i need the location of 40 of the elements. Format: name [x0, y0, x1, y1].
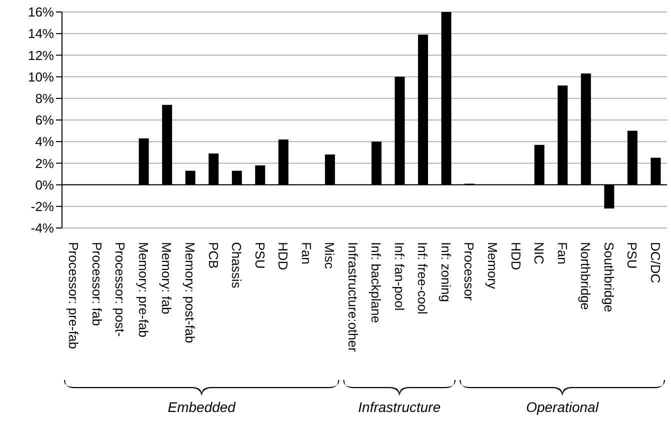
x-tick-label: Chassis: [229, 242, 244, 289]
x-tick-label: Fan: [298, 242, 314, 264]
y-tick-label: 6%: [35, 112, 54, 128]
x-tick-label: HDD: [508, 242, 524, 270]
text: Infrastructure: [358, 399, 441, 415]
x-tick-label: Memory: post-fab: [182, 242, 198, 344]
x-tick-label: Memory: [484, 242, 500, 290]
x-tick-label: Northbridge: [578, 242, 594, 310]
x-tick-label: NIC: [532, 242, 547, 264]
text: Embedded: [168, 399, 237, 415]
y-tick-label: 0%: [35, 177, 54, 192]
x-tick-label: Misc: [322, 242, 338, 270]
x-tick-label: Southbridge: [601, 242, 616, 312]
y-tick-label: 2%: [35, 156, 54, 171]
y-tick-label: -4%: [30, 220, 54, 236]
x-tick-label: Infrastructure:other: [345, 242, 360, 352]
x-tick-label: Processor: pre-fab: [66, 242, 82, 349]
y-tick-label: 10%: [28, 69, 54, 84]
x-tick-label: PSU: [624, 242, 640, 269]
x-tick-label: Fan: [554, 242, 570, 264]
x-tick-label: Inf: free-cool: [415, 242, 430, 314]
x-tick-label: Inf: fan-pool: [392, 242, 407, 311]
y-tick-label: 12%: [28, 48, 54, 63]
y-tick-label: -2%: [30, 199, 54, 214]
x-tick-label: Processor: fab: [89, 242, 104, 326]
y-tick-label: 8%: [35, 91, 54, 106]
y-tick-label: 4%: [35, 134, 54, 150]
x-tick-label: Memory: fab: [159, 242, 174, 314]
x-tick-label: PSU: [252, 242, 268, 269]
x-tick-label: HDD: [276, 242, 291, 270]
x-tick-label: Inf: zoning: [438, 242, 454, 302]
x-tick-label: Processor: [462, 242, 477, 302]
y-tick-label: 16%: [28, 4, 54, 20]
y-tick-label: 14%: [28, 26, 54, 42]
x-tick-label: Inf: backplane: [368, 242, 384, 323]
x-tick-label: Processor: post-: [112, 242, 128, 337]
x-tick-label: PCB: [206, 242, 221, 269]
x-tick-label: DC/DC: [648, 242, 663, 284]
text: Operational: [526, 399, 600, 415]
x-tick-label: Memory: pre-fab: [136, 242, 151, 338]
